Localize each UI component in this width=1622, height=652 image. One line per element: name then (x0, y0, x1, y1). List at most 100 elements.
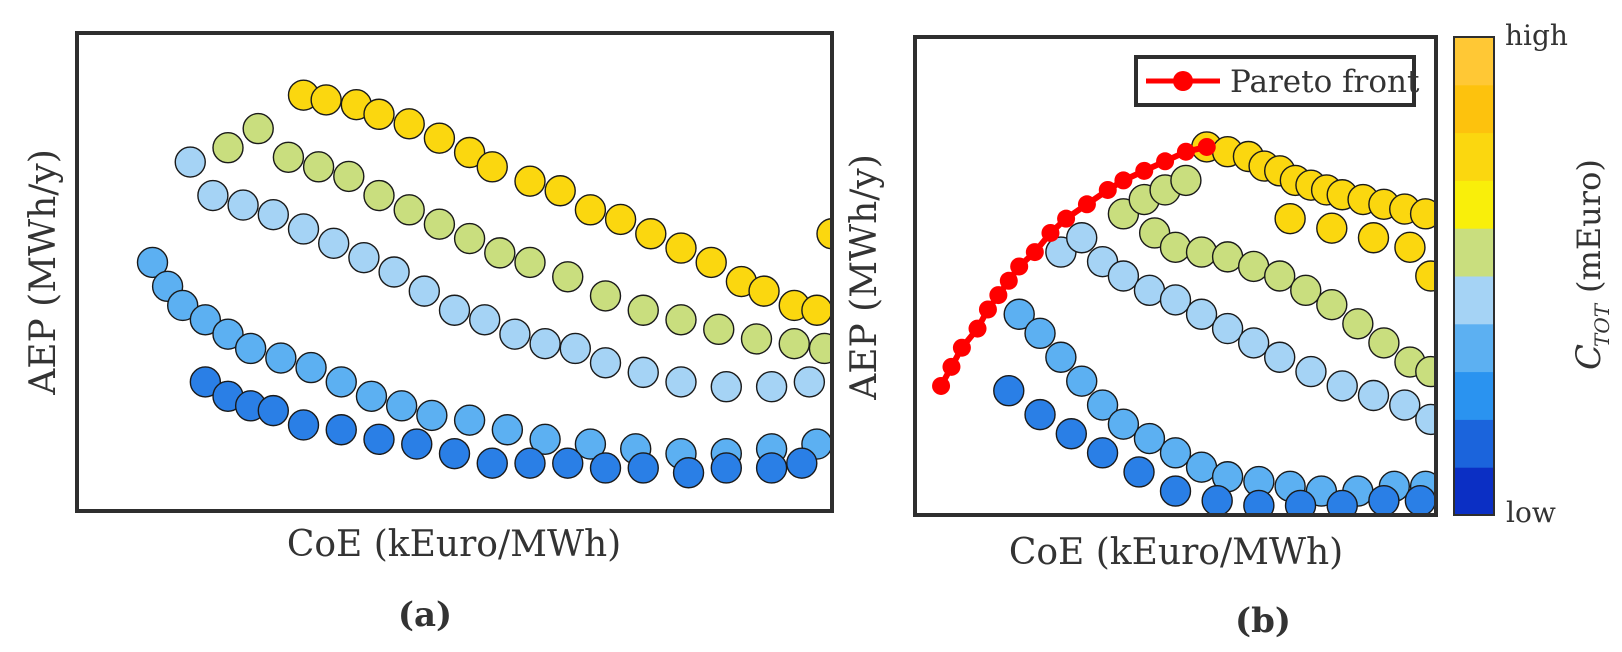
scatter-point-low-mid (318, 227, 350, 260)
scatter-point-mid (589, 280, 622, 312)
scatter-point-low (1159, 437, 1192, 469)
scatter-point-low-mid (1295, 355, 1327, 388)
scatter-point-low (1045, 341, 1077, 373)
scatter-point-high (635, 218, 667, 250)
scatter-point-high (1316, 212, 1348, 244)
scatter-point-mid (272, 141, 305, 173)
scatter-point-high (695, 246, 727, 279)
scatter-point-mid (1170, 164, 1202, 197)
pareto-front-point (1135, 161, 1154, 180)
scatter-point-lowest (363, 423, 395, 455)
scatter-point-low (1003, 298, 1035, 330)
scatter-point-lowest (672, 457, 705, 489)
scatter-point-mid (1290, 274, 1322, 307)
scatter-point-high (816, 218, 832, 250)
scatter-point-lowest (1404, 484, 1436, 515)
scatter-point-low (295, 351, 327, 384)
scatter-point-low-mid (559, 332, 591, 365)
scatter-point-low-mid (378, 256, 410, 288)
scatter-point-low (1024, 317, 1056, 350)
scatter-point-low-mid (1159, 284, 1192, 316)
pareto-front-point (1057, 209, 1076, 228)
scatter-point-lowest (1326, 489, 1358, 515)
scatter-point-lowest (401, 428, 433, 460)
pareto-front-point (978, 300, 997, 319)
colorbar-segment (1454, 276, 1494, 325)
pareto-front-point (942, 357, 961, 376)
scatter-point-high (1357, 222, 1390, 254)
scatter-point-high (801, 294, 832, 326)
pareto-front-point (1114, 171, 1133, 190)
scatter-point-lowest (257, 394, 289, 427)
scatter-point-high (1274, 202, 1306, 235)
scatter-point-high (574, 194, 607, 226)
colorbar-tick-low: low (1506, 496, 1556, 529)
scatter-point-low (385, 390, 418, 422)
scatter-point-lowest (710, 452, 742, 484)
colorbar-label-unit: (mEuro) (1570, 159, 1608, 293)
scatter-point-mid (778, 328, 810, 360)
scatter-point-lowest (325, 414, 357, 446)
scatter-point-mid (333, 160, 365, 193)
scatter-point-mid (514, 246, 546, 279)
scatter-point-low (166, 289, 199, 322)
colorbar-segment (1454, 37, 1494, 86)
scatter-point-low (212, 318, 244, 350)
scatter-point-low-mid (665, 366, 697, 398)
scatter-point-low-mid (529, 328, 561, 360)
legend-b: Pareto front (1134, 55, 1420, 107)
scatter-point-mid (212, 132, 244, 164)
scatter-point-lowest (287, 409, 320, 441)
scatter-point-low (453, 404, 486, 436)
scatter-point-low (325, 366, 357, 398)
pareto-front-point (1197, 137, 1216, 156)
scatter-point-lowest (552, 447, 584, 479)
pareto-front-point (1077, 195, 1096, 214)
colorbar-label-sub: TOT (1590, 302, 1614, 347)
pareto-front-markers (932, 137, 1216, 395)
scatter-point-low-mid (1357, 379, 1390, 412)
x-axis-label-b: CoE (kEuro/MWh) (1009, 532, 1343, 573)
colorbar-segment (1454, 180, 1494, 229)
scatter-point-low-mid (1211, 312, 1244, 345)
scatter-point-low-mid (755, 371, 788, 403)
scatter-point-low-mid (1263, 341, 1296, 373)
scatter-point-lowest (1086, 437, 1119, 469)
scatter-point-low-mid (1107, 260, 1140, 292)
scatter-point-low-mid (793, 366, 826, 398)
scatter-point-low-mid (408, 275, 440, 307)
scatter-point-lowest (1024, 398, 1056, 431)
scatter-point-low-mid (469, 304, 501, 336)
plot-frame-b (913, 35, 1438, 517)
colorbar-segment (1454, 467, 1494, 516)
pareto-front-point (968, 319, 987, 338)
scatter-point-low-mid (589, 347, 622, 379)
colorbar-segments (1454, 37, 1494, 516)
scatter-point-mid (242, 112, 274, 145)
colorbar-frame (1453, 36, 1495, 516)
colorbar-segment (1454, 419, 1494, 468)
colorbar-segment (1454, 84, 1494, 134)
pareto-front-point (989, 286, 1008, 305)
scatter-point-low-mid (227, 189, 259, 221)
scatter-point-low-mid (1326, 370, 1358, 402)
scatter-point-mid (1342, 308, 1374, 340)
scatter-point-low-mid (627, 356, 659, 389)
scatter-point-low (416, 399, 448, 432)
scatter-point-lowest (1159, 475, 1192, 507)
scatter-point-low (1107, 408, 1140, 440)
legend-label: Pareto front (1230, 64, 1420, 100)
pareto-front-point (999, 271, 1018, 290)
scatter-point-mid (627, 294, 659, 326)
scatter-point-mid (1316, 288, 1348, 321)
scatter-points-a (136, 79, 832, 489)
legend-marker-swatch (1173, 71, 1193, 91)
colorbar-label-main: C (1569, 344, 1609, 370)
pareto-front-point (1010, 257, 1029, 276)
scatter-point-high (604, 203, 637, 236)
scatter-point-lowest (627, 452, 659, 484)
scatter-point-high (748, 275, 780, 307)
scatter-point-lowest (589, 452, 622, 484)
scatter-point-low-mid (1066, 222, 1098, 254)
scatter-point-high (1394, 231, 1426, 264)
